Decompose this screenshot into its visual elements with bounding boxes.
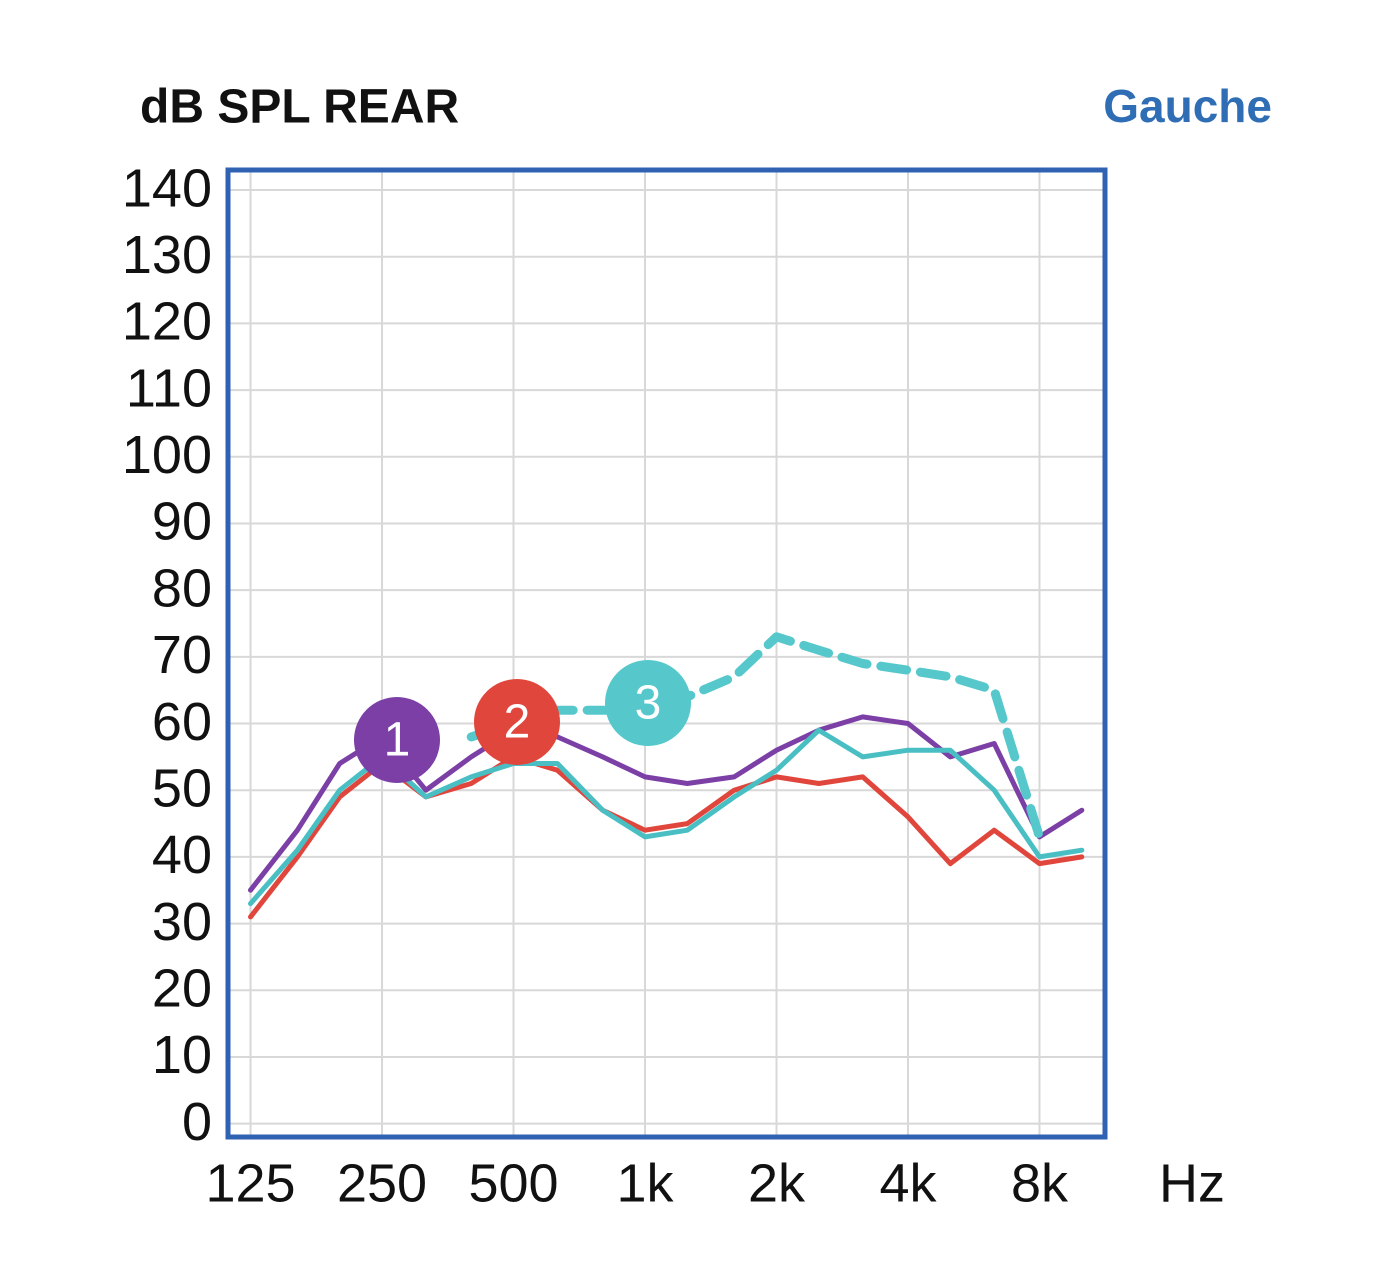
plot-border	[225, 167, 1108, 1140]
y-tick-label: 20	[152, 959, 212, 1019]
plot-background	[228, 170, 1105, 1137]
y-tick-label: 0	[182, 1092, 212, 1152]
x-tick-label: 2k	[748, 1153, 806, 1213]
y-tick-label: 30	[152, 892, 212, 952]
legend-badge	[605, 660, 691, 746]
chart-title: dB SPL REAR	[140, 81, 459, 134]
x-axis-label: Hz	[1159, 1153, 1225, 1213]
series-line	[466, 632, 1044, 842]
y-tick-label: 140	[122, 158, 212, 218]
x-tick-label: 500	[468, 1153, 558, 1213]
x-tick-label: 125	[205, 1153, 295, 1213]
x-tick-label: 8k	[1011, 1153, 1069, 1213]
y-tick-label: 50	[152, 758, 212, 818]
y-tick-label: 60	[152, 692, 212, 752]
y-tick-label: 100	[122, 425, 212, 485]
y-tick-label: 10	[152, 1025, 212, 1085]
legend-label: 1	[384, 714, 411, 767]
legend-badge	[354, 697, 440, 783]
chart-subtitle: Gauche	[1103, 80, 1272, 132]
y-tick-label: 40	[152, 825, 212, 885]
x-tick-label: 1k	[616, 1153, 674, 1213]
y-tick-label: 80	[152, 558, 212, 618]
x-tick-label: 4k	[879, 1153, 937, 1213]
y-tick-label: 90	[152, 492, 212, 552]
legend-badge	[474, 679, 560, 765]
y-tick-label: 110	[126, 358, 212, 418]
y-tick-label: 120	[122, 292, 212, 352]
x-tick-label: 250	[337, 1153, 427, 1213]
y-tick-label: 70	[152, 625, 212, 685]
legend-label: 3	[635, 677, 662, 730]
y-tick-label: 130	[122, 225, 212, 285]
legend-label: 2	[504, 696, 531, 749]
